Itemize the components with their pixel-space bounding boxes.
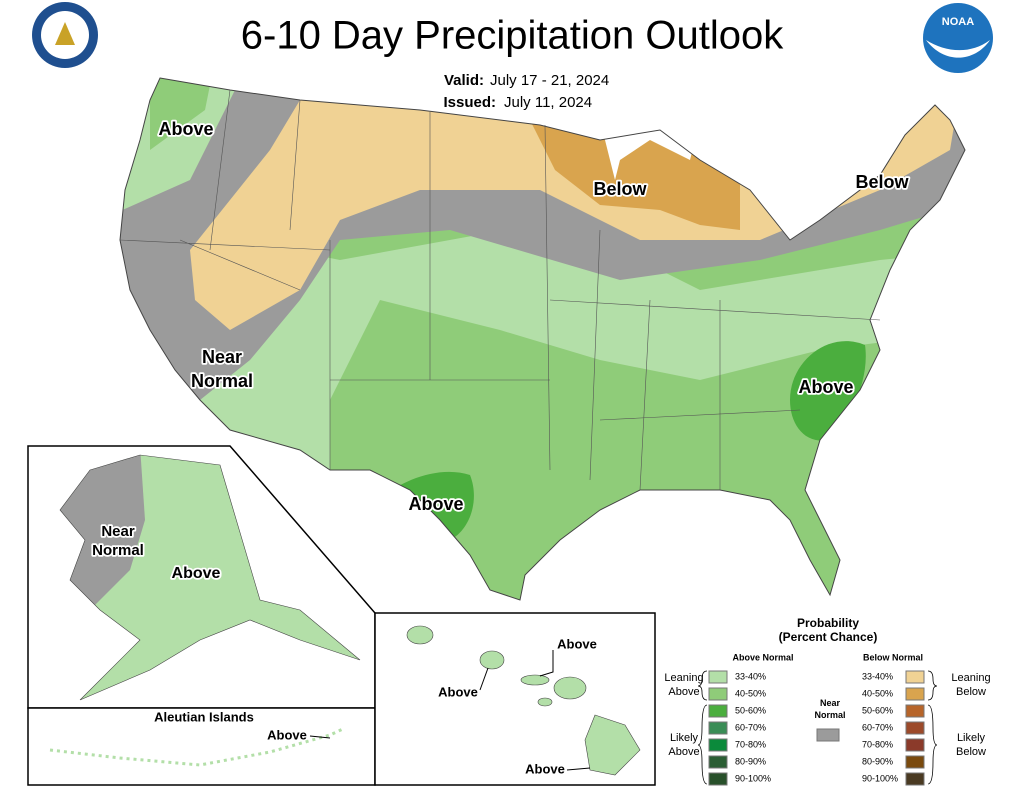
commerce-seal	[32, 2, 98, 68]
label-line: Near	[820, 698, 841, 708]
label-line: Leaning	[951, 672, 990, 684]
label-line: Below	[956, 686, 986, 698]
label-line: Normal	[92, 542, 144, 559]
label: Leaning Below	[951, 672, 990, 698]
noaa-text: NOAA	[942, 16, 974, 28]
aleutian-label: Above	[267, 727, 307, 742]
legend-swatch	[708, 687, 728, 701]
legend: Probability (Percent Chance) Above Normal B…	[664, 616, 991, 786]
label: Below	[855, 172, 909, 192]
label-line: Above	[408, 494, 463, 514]
label-line: Probability	[797, 616, 859, 630]
label: Likely Below	[956, 732, 986, 758]
label-line: Above	[172, 565, 221, 582]
legend-swatch	[905, 687, 925, 701]
legend-swatch	[708, 772, 728, 786]
legend-brace	[927, 704, 938, 785]
hawaii-islands	[406, 625, 641, 776]
valid-label: Valid:	[444, 72, 484, 89]
conus-outline	[119, 77, 966, 601]
aleutian-frame	[27, 707, 376, 786]
legend-range: 50-60%	[735, 705, 766, 715]
alaska-outline	[59, 454, 361, 701]
legend-swatch	[708, 738, 728, 752]
legend-swatch	[708, 704, 728, 718]
label-line: Below	[956, 746, 986, 758]
legend-brace	[697, 670, 708, 701]
above-header: Above Normal	[732, 652, 793, 662]
legend-brace	[697, 704, 708, 785]
title: 6-10 Day Precipitation Outlook	[241, 14, 785, 58]
legend-swatch	[905, 755, 925, 769]
hawaii-label: Above	[438, 684, 478, 699]
label: Likely Above	[668, 732, 699, 758]
legend-swatch	[708, 755, 728, 769]
legend-range: 90-100%	[735, 773, 771, 783]
label-line: Below	[855, 172, 909, 192]
legend-range: 80-90%	[735, 756, 766, 766]
legend-range: 33-40%	[862, 671, 893, 681]
label-line: Near	[101, 523, 135, 540]
legend-swatch	[708, 670, 728, 684]
label: Near Normal	[191, 347, 253, 391]
label-line: Below	[593, 179, 647, 199]
label: Below	[593, 179, 647, 199]
valid-dates: July 17 - 21, 2024	[490, 72, 609, 89]
legend-range: 90-100%	[862, 773, 898, 783]
label: Near Normal	[814, 698, 845, 720]
legend-range: 70-80%	[735, 739, 766, 749]
legend-swatch	[905, 721, 925, 735]
hawaii-label: Above	[525, 761, 565, 776]
state-lines	[119, 89, 881, 491]
label: Near Normal	[92, 523, 144, 559]
label: Above	[798, 377, 853, 397]
legend-range: 70-80%	[862, 739, 893, 749]
legend-range: 80-90%	[862, 756, 893, 766]
legend-swatch	[708, 721, 728, 735]
legend-range: 60-70%	[862, 722, 893, 732]
legend-swatch	[905, 738, 925, 752]
label-line: Above	[668, 746, 699, 758]
legend-range: 50-60%	[862, 705, 893, 715]
hawaii-label: Above	[557, 636, 597, 651]
legend-brace	[927, 670, 938, 701]
legend-swatch	[905, 670, 925, 684]
aleutian-title: Aleutian Islands	[154, 709, 254, 724]
label-line: Near	[202, 347, 242, 367]
legend-range: 40-50%	[735, 688, 766, 698]
label: Above	[172, 565, 221, 582]
label: Above	[158, 119, 213, 139]
label-line: (Percent Chance)	[779, 630, 878, 644]
aleutian-islands	[49, 726, 346, 767]
legend-range: 60-70%	[735, 722, 766, 732]
label-line: Leaning	[664, 672, 703, 684]
label-line: Likely	[670, 732, 699, 744]
label-line: Above	[158, 119, 213, 139]
label-line: Normal	[814, 710, 845, 720]
below-header: Below Normal	[863, 652, 923, 662]
label: Leaning Above	[664, 672, 703, 698]
label: Probability (Percent Chance)	[779, 616, 878, 644]
label-line: Likely	[957, 732, 986, 744]
issued-label: Issued:	[443, 94, 496, 111]
label-pointers	[309, 650, 591, 771]
legend-range: 40-50%	[862, 688, 893, 698]
legend-swatch	[905, 772, 925, 786]
near-normal-swatch	[816, 728, 840, 742]
noaa-logo: NOAA	[923, 3, 993, 73]
label-line: Above	[668, 686, 699, 698]
label: Above	[408, 494, 463, 514]
legend-swatch	[905, 704, 925, 718]
issued-date: July 11, 2024	[504, 94, 592, 111]
label-line: Above	[798, 377, 853, 397]
label-line: Normal	[191, 371, 253, 391]
legend-range: 33-40%	[735, 671, 766, 681]
